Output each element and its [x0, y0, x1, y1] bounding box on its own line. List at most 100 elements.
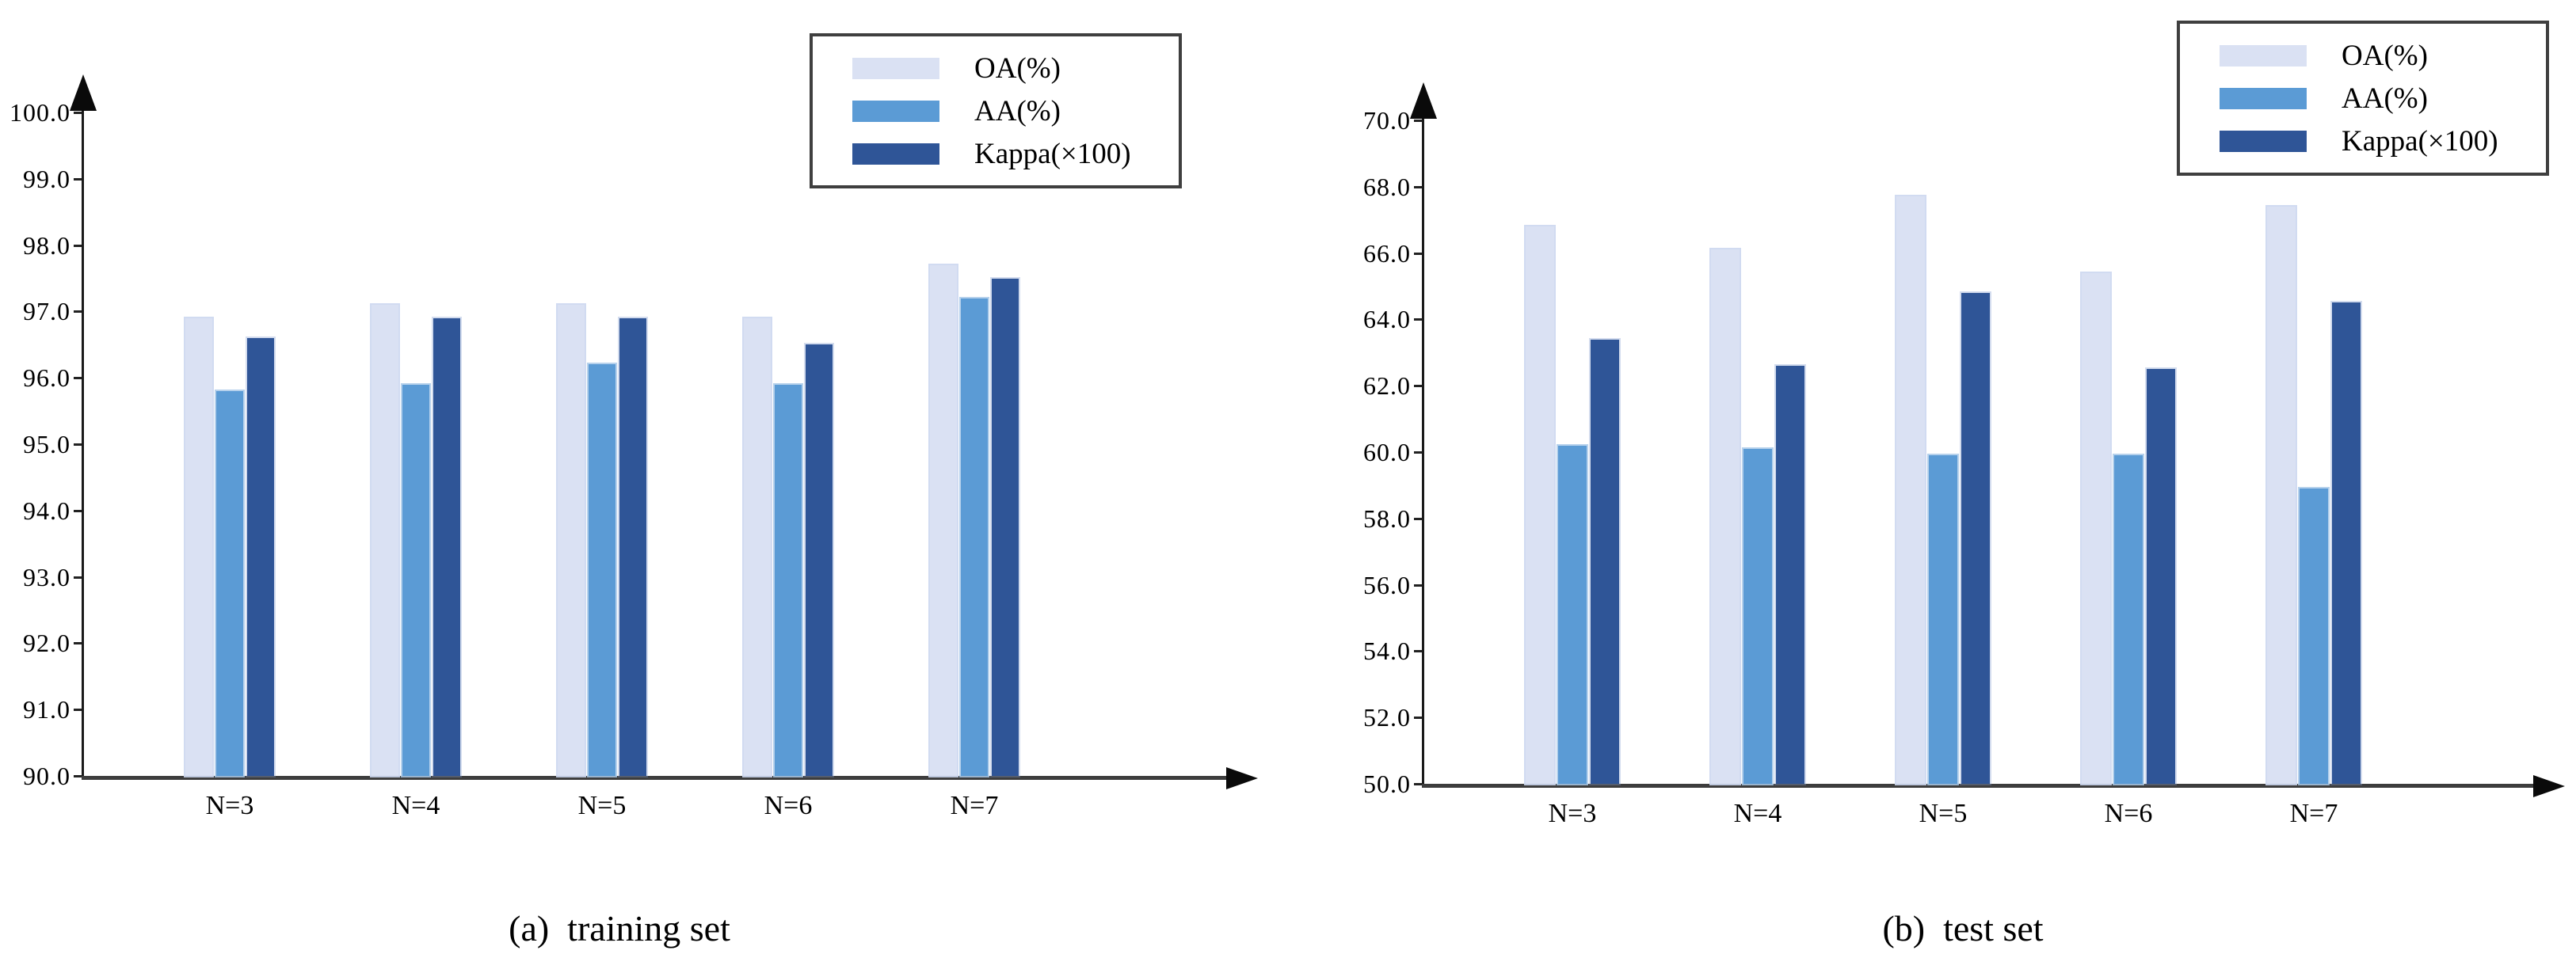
- y-tick-label: 98.0: [23, 230, 70, 260]
- legend-test: OA(%) AA(%) Kappa(×100): [2177, 21, 2549, 176]
- x-category-label: N=6: [764, 791, 813, 820]
- bar-kappa-n=5: [1961, 292, 1990, 784]
- y-tick-label: 97.0: [23, 297, 70, 326]
- legend-item-oa: OA(%): [2180, 34, 2546, 77]
- bar-aa-n=7: [2300, 488, 2328, 784]
- legend-label-aa: AA(%): [974, 94, 1061, 127]
- y-tick-mark: [74, 377, 82, 380]
- y-tick-mark: [74, 775, 82, 777]
- y-tick-label: 52.0: [1363, 703, 1411, 732]
- x-category-label: N=3: [1548, 799, 1597, 828]
- bar-aa-n=3: [216, 390, 243, 776]
- y-tick-label: 93.0: [23, 562, 70, 591]
- bar-kappa-n=7: [992, 278, 1019, 776]
- y-tick-mark: [74, 112, 82, 114]
- x-category-label: N=4: [391, 791, 440, 820]
- y-tick-label: 96.0: [23, 363, 70, 393]
- y-tick-mark: [1414, 650, 1422, 653]
- y-tick-mark: [74, 443, 82, 446]
- y-axis-arrow-icon: [1410, 82, 1437, 119]
- y-tick-mark: [74, 709, 82, 712]
- y-tick-label: 100.0: [10, 98, 70, 127]
- y-tick-mark: [1414, 385, 1422, 388]
- legend-item-aa: AA(%): [2180, 77, 2546, 120]
- bar-oa-n=7: [2267, 206, 2296, 784]
- y-axis-arrow-icon: [70, 74, 97, 111]
- legend-training: OA(%) AA(%) Kappa(×100): [810, 33, 1182, 188]
- y-tick-mark: [1414, 451, 1422, 454]
- y-tick-mark: [1414, 252, 1422, 255]
- bar-aa-n=5: [1929, 455, 1957, 784]
- bar-kappa-n=3: [247, 337, 274, 776]
- bar-oa-n=6: [2082, 272, 2110, 784]
- kappa-swatch-icon: [852, 143, 939, 165]
- legend-item-kappa: Kappa(×100): [813, 132, 1179, 175]
- x-category-label: N=7: [2289, 799, 2338, 828]
- y-tick-label: 94.0: [23, 496, 70, 525]
- y-tick-mark: [74, 642, 82, 645]
- legend-item-kappa: Kappa(×100): [2180, 120, 2546, 162]
- y-tick-label: 60.0: [1363, 438, 1411, 466]
- x-category-label: N=5: [577, 791, 627, 820]
- caption-test-set: (b) test set: [1882, 908, 2044, 948]
- legend-label-aa: AA(%): [2342, 82, 2428, 115]
- y-tick-mark: [1414, 318, 1422, 321]
- y-tick-label: 99.0: [23, 164, 70, 193]
- x-category-label: N=7: [950, 791, 999, 820]
- y-tick-label: 54.0: [1363, 637, 1411, 666]
- y-tick-mark: [1414, 120, 1422, 122]
- bar-aa-n=3: [1558, 445, 1587, 784]
- y-tick-mark: [74, 509, 82, 512]
- bar-oa-n=7: [930, 264, 957, 776]
- y-tick-mark: [1414, 185, 1422, 188]
- legend-item-oa: OA(%): [813, 47, 1179, 89]
- y-tick-label: 92.0: [23, 629, 70, 658]
- bar-kappa-n=4: [1776, 366, 1804, 784]
- y-tick-mark: [74, 244, 82, 247]
- y-axis-line: [1422, 111, 1424, 787]
- bar-kappa-n=7: [2332, 302, 2361, 784]
- oa-swatch-icon: [852, 57, 939, 79]
- bar-aa-n=4: [1743, 448, 1772, 784]
- legend-label-kappa: Kappa(×100): [974, 137, 1131, 170]
- bar-oa-n=4: [1711, 249, 1740, 784]
- x-category-label: N=3: [205, 791, 254, 820]
- y-tick-mark: [1414, 517, 1422, 520]
- bar-oa-n=6: [744, 317, 771, 776]
- y-tick-label: 50.0: [1363, 770, 1411, 798]
- bar-kappa-n=6: [806, 344, 833, 776]
- y-tick-label: 68.0: [1363, 172, 1411, 201]
- y-tick-label: 66.0: [1363, 238, 1411, 268]
- y-tick-label: 64.0: [1363, 305, 1411, 334]
- x-category-label: N=4: [1733, 799, 1782, 828]
- y-tick-mark: [74, 310, 82, 314]
- bar-kappa-n=5: [619, 317, 646, 776]
- x-axis-line: [1422, 784, 2533, 788]
- legend-label-kappa: Kappa(×100): [2342, 124, 2498, 158]
- y-tick-label: 95.0: [23, 430, 70, 458]
- aa-swatch-icon: [852, 100, 939, 122]
- legend-label-oa: OA(%): [2342, 39, 2428, 72]
- kappa-swatch-icon: [2220, 130, 2307, 152]
- y-tick-label: 91.0: [23, 695, 70, 724]
- oa-swatch-icon: [2220, 44, 2307, 67]
- bar-aa-n=7: [961, 298, 988, 776]
- y-tick-label: 90.0: [23, 762, 70, 790]
- bar-oa-n=5: [558, 305, 585, 776]
- bar-oa-n=3: [1526, 226, 1554, 784]
- y-tick-label: 56.0: [1363, 570, 1411, 599]
- bar-aa-n=6: [775, 384, 802, 776]
- bar-kappa-n=4: [433, 317, 460, 776]
- x-category-label: N=5: [1919, 799, 1968, 828]
- y-tick-mark: [1414, 584, 1422, 587]
- caption-training-set: (a) training set: [509, 908, 730, 948]
- y-tick-mark: [1414, 717, 1422, 720]
- y-tick-label: 70.0: [1363, 106, 1411, 135]
- bar-oa-n=4: [372, 305, 398, 776]
- bar-aa-n=6: [2114, 455, 2143, 784]
- y-tick-mark: [74, 576, 82, 579]
- bar-aa-n=4: [402, 384, 429, 776]
